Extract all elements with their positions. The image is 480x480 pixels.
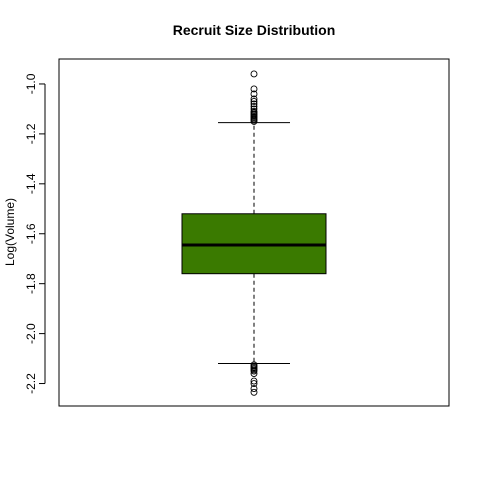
boxplot bbox=[181, 70, 327, 396]
outlier-point bbox=[250, 370, 258, 377]
y-axis: -1.0 -1.2 -1.4 -1.6 -1.8 -2.0 -2.2 bbox=[24, 73, 46, 394]
y-axis-label: Log(Volume) bbox=[3, 198, 17, 266]
outlier-point bbox=[250, 385, 258, 392]
chart-title: Recruit Size Distribution bbox=[173, 22, 336, 38]
y-tick-label: -1.8 bbox=[24, 273, 38, 294]
y-tick-label: -2.0 bbox=[24, 323, 38, 344]
y-tick-label: -1.6 bbox=[24, 223, 38, 244]
outlier-point bbox=[250, 117, 258, 125]
outlier-point bbox=[250, 377, 258, 385]
plot-frame bbox=[58, 58, 450, 407]
outlier-point bbox=[250, 367, 258, 375]
outlier-point bbox=[250, 85, 258, 93]
y-tick-label: -1.0 bbox=[24, 73, 38, 94]
outlier-point bbox=[250, 100, 258, 108]
outlier-point bbox=[250, 380, 258, 387]
outlier-point bbox=[250, 97, 258, 105]
y-tick-label: -2.2 bbox=[24, 373, 38, 394]
outlier-point bbox=[250, 388, 258, 396]
outlier-point bbox=[250, 90, 258, 98]
outlier-point bbox=[250, 95, 258, 103]
y-tick-label: -1.2 bbox=[24, 123, 38, 144]
y-tick-label: -1.4 bbox=[24, 173, 38, 194]
outlier-point bbox=[250, 70, 258, 78]
